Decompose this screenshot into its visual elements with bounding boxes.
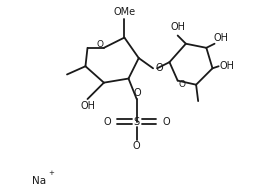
Text: O: O [133, 88, 141, 98]
Text: OH: OH [219, 61, 234, 71]
Text: +: + [49, 170, 55, 176]
Text: OH: OH [213, 33, 228, 42]
Text: OH: OH [170, 22, 185, 32]
Text: OMe: OMe [113, 7, 135, 17]
Text: O: O [104, 117, 111, 127]
Text: O: O [178, 80, 185, 89]
Text: O: O [96, 40, 103, 49]
Text: O: O [162, 117, 170, 127]
Text: OH: OH [80, 101, 95, 111]
Text: S: S [134, 117, 140, 127]
Text: O: O [133, 141, 141, 151]
Text: O: O [156, 63, 164, 73]
Text: Na: Na [32, 176, 46, 186]
